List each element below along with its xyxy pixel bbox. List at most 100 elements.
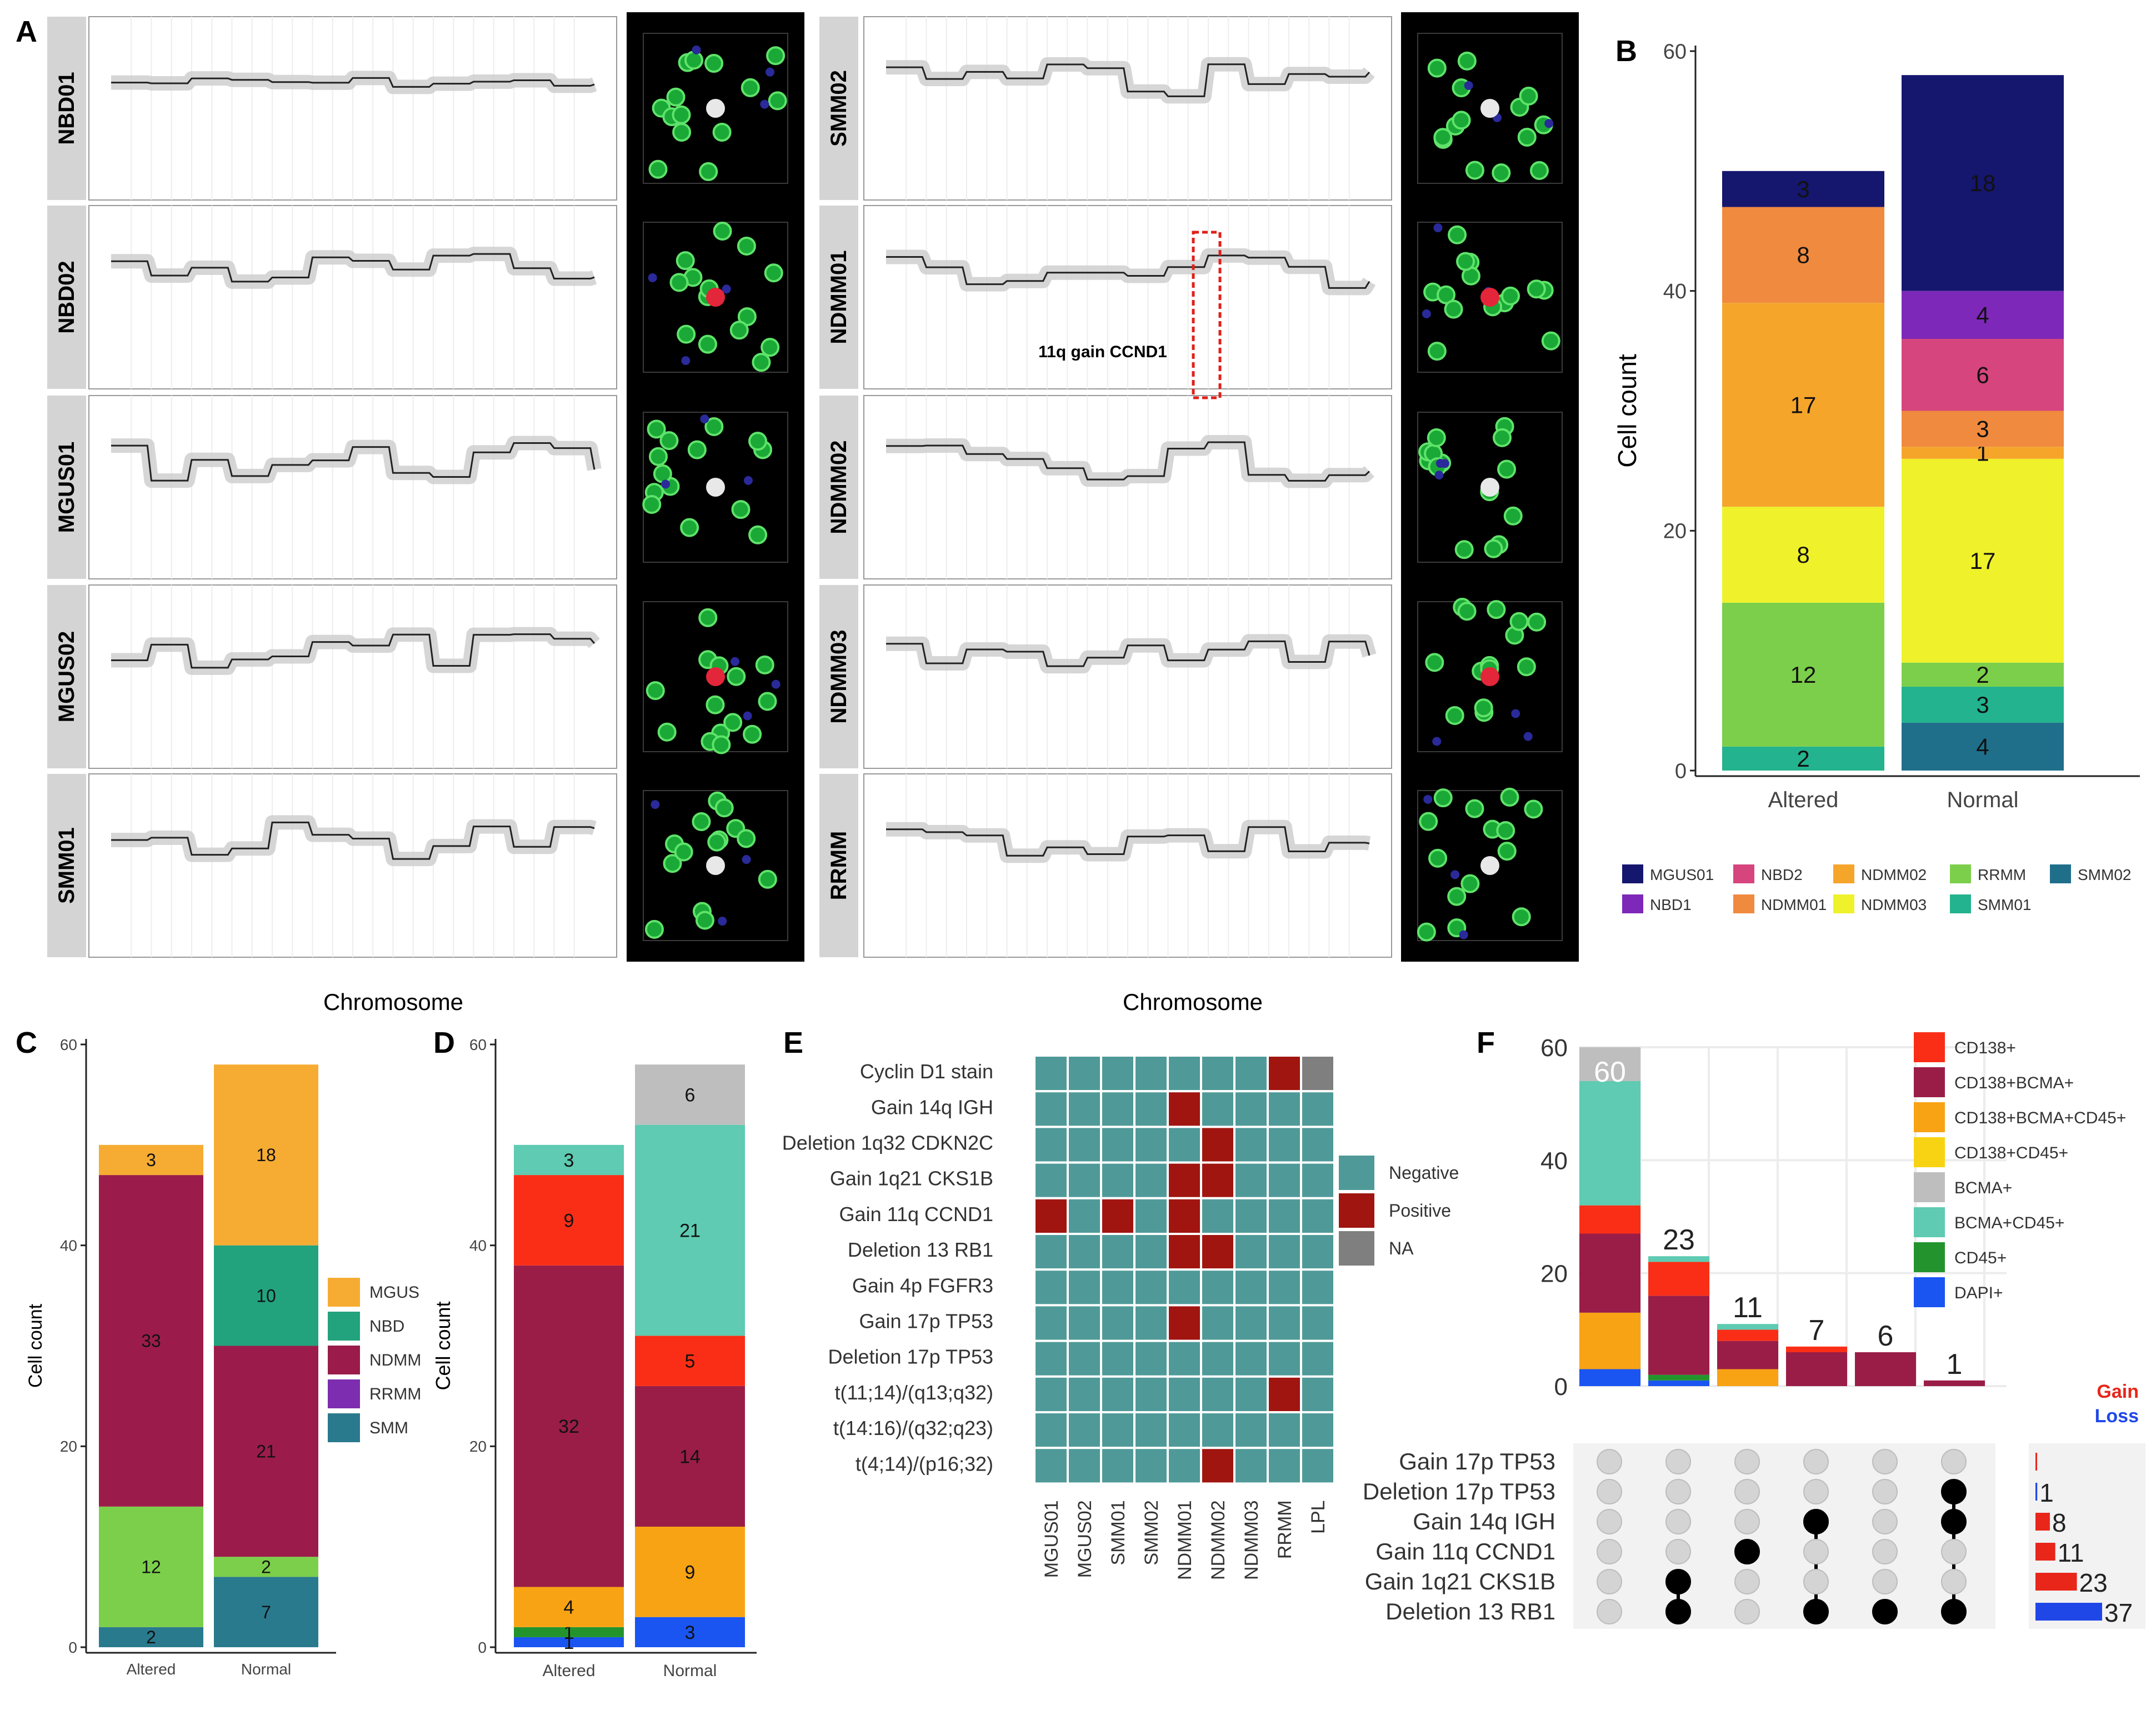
setsize-bar: [2035, 1543, 2055, 1561]
blue-nucleus: [648, 273, 657, 282]
upset-bar-total: 7: [1809, 1314, 1825, 1347]
setsize-bar: [2035, 1513, 2050, 1531]
bar-value-label: 18: [1970, 170, 1996, 196]
green-cell: [1447, 887, 1467, 906]
sample-label: NBD02: [54, 261, 79, 333]
green-cell: [669, 273, 689, 292]
heatmap-cell: [1167, 1304, 1202, 1342]
heatmap-cell: [1100, 1233, 1135, 1271]
green-cell: [1445, 706, 1464, 726]
green-cell: [1497, 459, 1517, 479]
blue-nucleus: [1464, 81, 1473, 90]
target-cell: [706, 99, 725, 118]
upset-bar-segment: [1579, 1233, 1640, 1313]
upset-bar-total: 6: [1878, 1320, 1894, 1352]
bar-value-label: 3: [1976, 692, 1989, 718]
heatmap-cell: [1233, 1126, 1269, 1164]
heatmap-cell: [1100, 1375, 1135, 1414]
heatmap-cell: [1100, 1411, 1135, 1449]
blue-nucleus: [722, 284, 731, 294]
heatmap-row-label: Gain 4p FGFR3: [852, 1274, 993, 1297]
target-cell: [1480, 856, 1499, 875]
matrix-dot-filled: [1941, 1599, 1967, 1624]
target-cell: [1480, 99, 1499, 118]
upset-bar-segment: [1786, 1346, 1847, 1352]
heatmap-cell: [1167, 1126, 1202, 1164]
legend-swatch: [1950, 864, 1971, 883]
green-cell: [644, 919, 664, 939]
green-cell: [653, 464, 672, 483]
legend-label: NDMM02: [1861, 866, 1927, 883]
heatmap-cell: [1267, 1268, 1302, 1307]
blue-nucleus: [1423, 794, 1433, 804]
bar-value-label: 3: [146, 1150, 156, 1170]
matrix-dot-filled: [1941, 1509, 1967, 1534]
legend-label: CD138+: [1954, 1039, 2016, 1057]
bar-segment: [214, 1064, 318, 1246]
matrix-dot-filled: [1941, 1479, 1967, 1504]
setsize-background: [2029, 1443, 2145, 1629]
set-label: Gain 11q CCND1: [1375, 1538, 1555, 1564]
green-cell: [657, 722, 677, 742]
green-cell: [758, 869, 777, 889]
set-label: Gain 1q21 CKS1B: [1365, 1568, 1555, 1594]
bar-segment: [99, 1506, 203, 1627]
legend-swatch: [1914, 1032, 1945, 1062]
x-category-label: Altered: [127, 1661, 176, 1678]
bar-segment: [514, 1144, 624, 1176]
matrix-dot-empty: [1872, 1539, 1898, 1564]
setsize-value-label: 37: [2104, 1598, 2133, 1627]
sample-label-strip: [819, 774, 858, 957]
heatmap-cell: [1133, 1268, 1169, 1307]
heatmap-cell: [1067, 1161, 1102, 1199]
sample-label-strip: [819, 396, 858, 579]
heatmap-cell: [1067, 1233, 1102, 1271]
matrix-dot-empty: [1872, 1479, 1898, 1504]
set-label: Deletion 17p TP53: [1363, 1478, 1555, 1504]
bar-value-label: 32: [558, 1416, 579, 1437]
heatmap-cell: [1067, 1126, 1102, 1164]
upset-bar-segment: [1717, 1341, 1778, 1369]
green-cell: [698, 334, 717, 354]
heatmap-cell: [1067, 1339, 1102, 1378]
green-cell: [1474, 698, 1493, 718]
heatmap-cell: [1200, 1161, 1235, 1199]
upset-bar-segment: [1786, 1352, 1847, 1386]
legend-swatch: [1339, 1193, 1374, 1228]
heatmap-cell: [1267, 1054, 1302, 1093]
heatmap-cell: [1233, 1268, 1269, 1307]
heatmap-cell: [1233, 1339, 1269, 1378]
y-axis-label: Cell count: [25, 1303, 46, 1388]
heatmap-cell: [1100, 1197, 1135, 1236]
heatmap-column-label: NDMM02: [1208, 1500, 1229, 1580]
heatmap-cell: [1133, 1090, 1169, 1128]
heatmap-cell: [1100, 1268, 1135, 1307]
target-cell: [706, 288, 725, 307]
heatmap-row-label: Gain 17p TP53: [859, 1309, 993, 1332]
cell-image-frame: [1417, 33, 1563, 184]
green-cell: [1527, 279, 1546, 299]
set-label: Deletion 13 RB1: [1385, 1598, 1555, 1624]
cnv-noise-band: [108, 71, 598, 94]
heatmap-cell: [1133, 1375, 1169, 1414]
cnv-segment-line: [111, 821, 595, 860]
green-cell: [1457, 51, 1477, 71]
green-cell: [699, 162, 718, 181]
green-cell: [1427, 342, 1447, 361]
matrix-dot-filled: [1803, 1599, 1829, 1624]
upset-bar-segment: [1579, 1312, 1640, 1369]
heatmap-row-label: Gain 14q IGH: [871, 1096, 993, 1118]
bar-segment: [1722, 207, 1884, 303]
sample-label: NDMM03: [827, 630, 851, 724]
heatmap-cell: [1133, 1339, 1169, 1378]
cnv-segment-line: [886, 826, 1370, 857]
matrix-dot-filled: [1665, 1569, 1691, 1594]
green-cell: [1512, 907, 1531, 927]
heatmap-cell: [1133, 1197, 1169, 1236]
heatmap-cell: [1167, 1411, 1202, 1449]
green-cell: [1427, 428, 1446, 447]
legend-swatch: [1950, 894, 1971, 913]
